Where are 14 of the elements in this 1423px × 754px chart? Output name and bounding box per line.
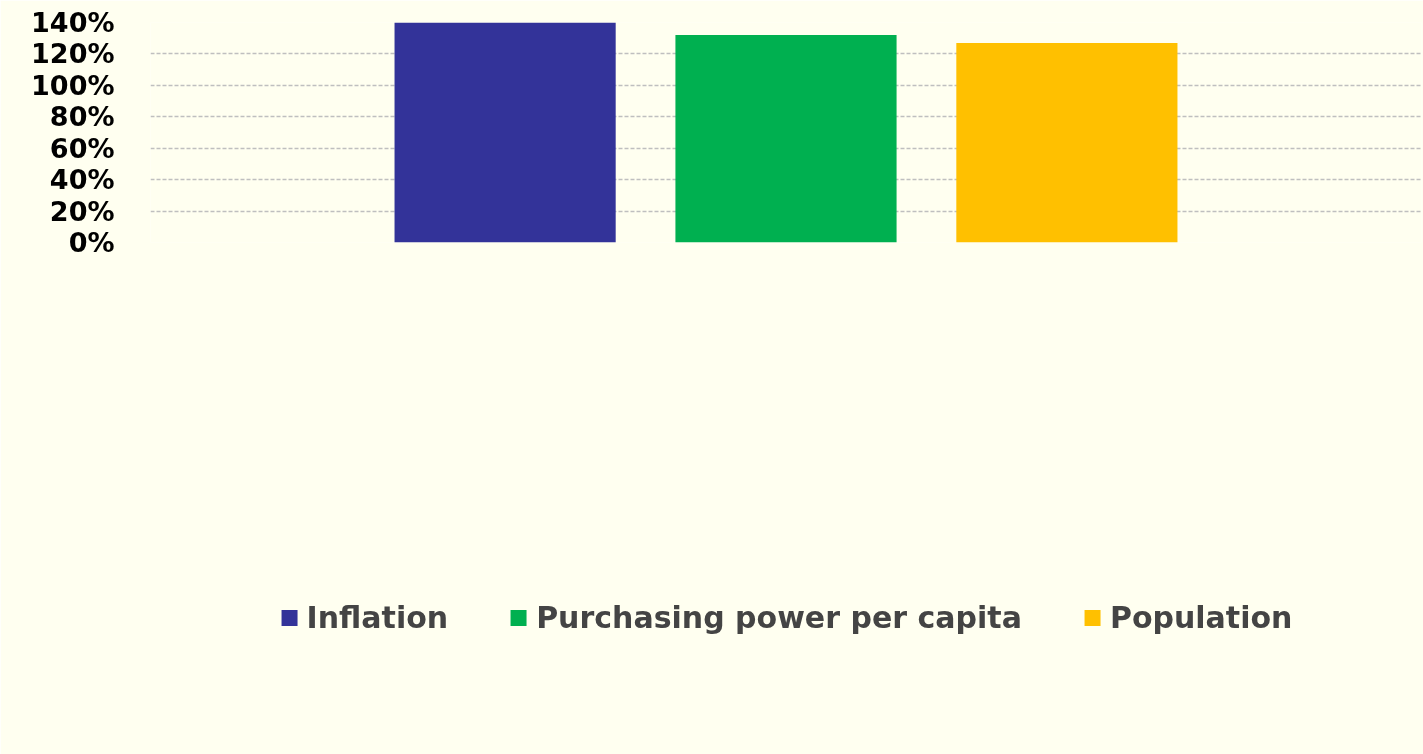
bar <box>675 35 897 243</box>
y-tick-label: 80% <box>49 101 115 133</box>
legend-label: Population <box>1109 599 1293 635</box>
y-tick-label: 100% <box>31 69 115 101</box>
y-tick-label: 20% <box>49 195 115 227</box>
bar <box>394 22 616 243</box>
y-tick-label: 40% <box>49 164 115 196</box>
y-tick-label: 140% <box>31 7 115 38</box>
bar <box>956 42 1178 243</box>
y-tick-label: 60% <box>49 132 115 164</box>
y-tick-label: 120% <box>31 38 115 70</box>
legend-label: Purchasing power per capita <box>536 599 1022 635</box>
legend-label: Inflation <box>306 599 449 635</box>
y-tick-label: 0% <box>68 227 115 258</box>
